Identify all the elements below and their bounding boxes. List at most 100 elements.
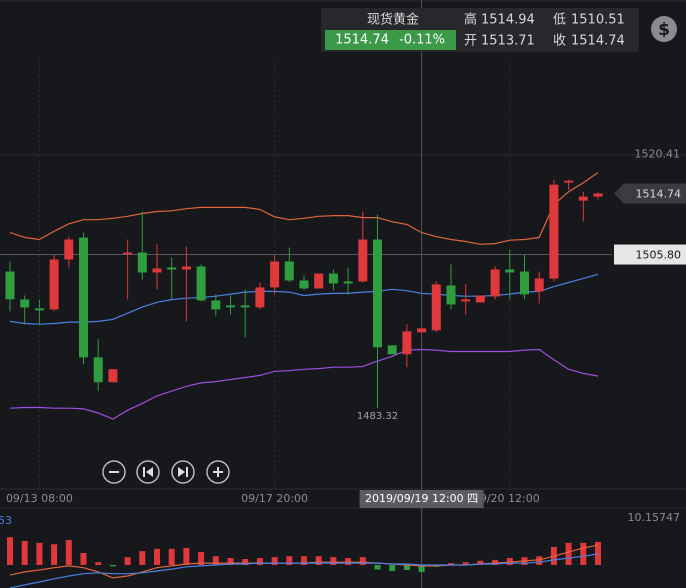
candle-body — [5, 271, 15, 300]
macd-bar — [477, 560, 484, 565]
candle-body — [270, 261, 280, 288]
zoom-in-button[interactable] — [206, 460, 230, 484]
quote-change: -0.11% — [399, 33, 445, 48]
quote-price: 1514.74 — [335, 33, 389, 48]
candle-body — [255, 287, 265, 308]
macd-bar — [95, 562, 102, 565]
macd-bar — [359, 557, 366, 565]
quote-title: 现货黄金 — [367, 12, 419, 28]
macd-bar — [315, 556, 322, 565]
macd-bar — [21, 541, 28, 565]
close-label: 收 — [553, 34, 566, 49]
candle-body — [578, 196, 588, 201]
macd-bar — [506, 558, 513, 565]
high-label: 高 — [464, 12, 477, 28]
candle-body — [328, 273, 338, 284]
y-tick-label: 1520.41 — [635, 148, 681, 161]
macd-bar — [168, 548, 175, 565]
candle-body — [387, 345, 397, 355]
candle-body — [461, 299, 471, 302]
macd-label: 53 — [0, 514, 12, 527]
macd-bar — [212, 556, 219, 565]
macd-bar — [109, 564, 116, 567]
macd-bar — [139, 551, 146, 565]
macd-bar — [124, 557, 131, 565]
last-price-label: 1514.74 — [636, 187, 682, 200]
candle-body — [108, 369, 118, 383]
candle-body — [299, 280, 309, 289]
candle-body — [446, 285, 456, 305]
macd-bar — [65, 540, 72, 565]
macd-bar — [595, 541, 601, 565]
candle-body — [137, 252, 147, 273]
close-value: 1514.74 — [571, 34, 625, 49]
candle-body — [49, 259, 59, 310]
macd-bar — [374, 564, 381, 570]
macd-bar — [183, 547, 190, 565]
band-line — [9, 172, 599, 245]
candle-body — [593, 193, 603, 197]
crosshair-x-label: 2019/09/19 12:00 四 — [365, 492, 478, 505]
candle-body — [417, 328, 427, 333]
low-label: 低 — [553, 13, 566, 28]
zoom-out-button[interactable] — [102, 460, 126, 484]
candle-body — [240, 305, 250, 308]
candle-body — [314, 273, 324, 289]
macd-bar — [536, 556, 543, 565]
candle-body — [402, 331, 412, 355]
candle-body — [93, 357, 103, 383]
macd-bar — [389, 564, 396, 571]
candle-body — [490, 269, 500, 297]
macd-bar — [36, 542, 43, 565]
candle-body — [475, 295, 485, 303]
open-value: 1513.71 — [481, 34, 535, 49]
band-line — [9, 273, 599, 325]
currency-icon: $ — [658, 20, 670, 40]
next-button[interactable] — [171, 460, 195, 484]
candle-body — [358, 239, 368, 282]
open-label: 开 — [464, 34, 477, 49]
macd-bar — [301, 556, 307, 565]
macd-bar — [271, 557, 278, 565]
currency-button[interactable] — [651, 16, 677, 42]
candle-body — [373, 239, 382, 348]
last-price-tag — [614, 183, 686, 204]
x-tick-label: 09/13 08:00 — [6, 492, 73, 505]
macd-bar — [7, 537, 13, 565]
macd-tick-label: 10.15747 — [628, 511, 681, 524]
candle-body — [343, 281, 353, 284]
previous-button[interactable] — [136, 460, 160, 484]
candle-body — [549, 184, 559, 279]
crosshair-y-box — [614, 244, 686, 265]
candle-body — [505, 269, 515, 273]
macd-bar — [462, 562, 469, 565]
candle-body — [196, 266, 206, 301]
macd-bar — [565, 542, 572, 565]
candle-body — [64, 239, 74, 260]
crosshair-x-box — [359, 490, 484, 508]
candle-body — [226, 305, 235, 308]
macd-bar — [492, 559, 499, 565]
macd-bar — [80, 552, 87, 565]
candle-body — [167, 267, 177, 270]
candle-body — [79, 237, 88, 358]
candle-body — [181, 266, 191, 270]
candle-body — [152, 268, 162, 273]
candle-body — [34, 308, 44, 311]
macd-bar — [198, 552, 205, 565]
macd-bar — [242, 558, 249, 565]
macd-bar — [154, 548, 160, 565]
macd-bar — [286, 556, 293, 565]
low-annotation: 1483.32 — [357, 411, 398, 422]
candle-body — [564, 180, 574, 183]
macd-bar — [330, 557, 337, 565]
candle-body — [534, 278, 544, 292]
candle-body — [20, 299, 30, 308]
candle-body — [123, 252, 133, 255]
candle-body — [284, 261, 294, 281]
x-tick-label: 09/17 20:00 — [241, 492, 308, 505]
quote-price-box — [325, 30, 456, 50]
x-tick-label: 9/20 12:00 — [480, 492, 540, 505]
